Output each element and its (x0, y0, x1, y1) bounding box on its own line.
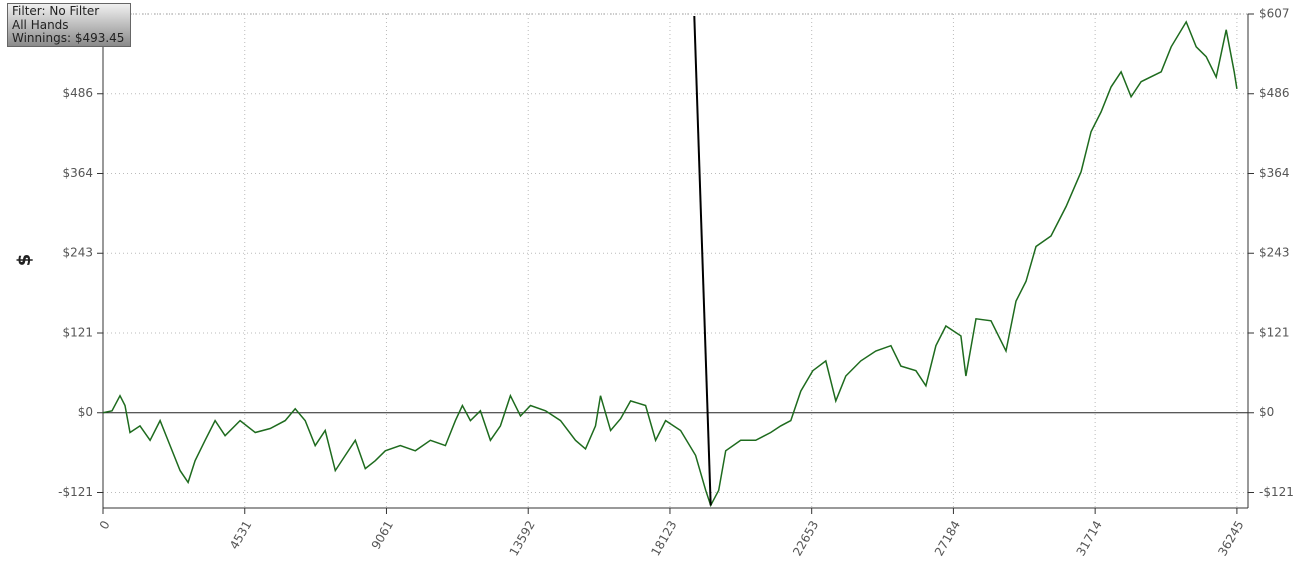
y-tick-label: $243 (62, 246, 93, 260)
y-tick-label: $121 (62, 325, 93, 339)
x-tick-label: 13592 (507, 518, 538, 558)
info-line: Winnings: $493.45 (12, 31, 125, 45)
y-tick-label-right: $121 (1259, 325, 1290, 339)
info-box: Filter: No Filter All Hands Winnings: $4… (7, 3, 131, 47)
y-tick-label-right: -$121 (1259, 485, 1294, 499)
x-tick-label: 31714 (1074, 518, 1105, 558)
y-tick-label-right: $486 (1259, 86, 1290, 100)
y-tick-label-right: $607 (1259, 7, 1290, 21)
info-line: All Hands (12, 17, 69, 32)
y-tick-label: $0 (78, 405, 93, 419)
x-tick-label: 4531 (227, 518, 254, 551)
x-tick-label: 27184 (932, 518, 963, 558)
x-tick-label: 18123 (648, 518, 679, 558)
y-tick-label-right: $243 (1259, 246, 1290, 260)
y-tick-label-right: $364 (1259, 166, 1290, 180)
y-tick-label: $364 (62, 166, 93, 180)
y-tick-label: -$121 (58, 485, 93, 499)
x-tick-label: 36245 (1215, 518, 1246, 558)
y-tick-label-right: $0 (1259, 405, 1274, 419)
x-tick-label: 22653 (790, 518, 821, 558)
series-line (102, 20, 1238, 508)
x-tick-label: 0 (97, 518, 113, 532)
info-line: Filter: No Filter (12, 4, 100, 18)
y-tick-label: $486 (62, 86, 93, 100)
y-axis-label: $ (14, 254, 35, 267)
series-line (693, 15, 712, 506)
x-tick-label: 9061 (369, 518, 396, 551)
